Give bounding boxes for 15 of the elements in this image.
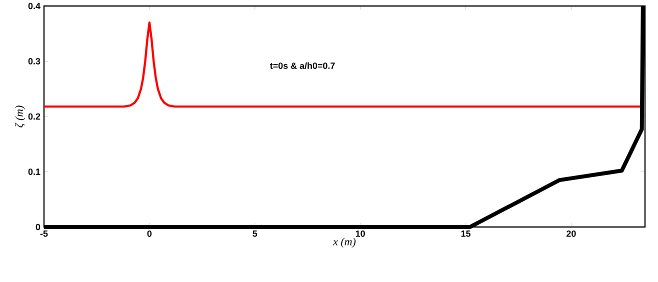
y-axis-title: ζ (m) bbox=[15, 106, 26, 128]
x-tick-label: 0 bbox=[147, 230, 152, 237]
x-tick-label: 5 bbox=[252, 230, 258, 237]
line-series bbox=[42, 21, 642, 108]
x-tick-label: 10 bbox=[356, 230, 365, 237]
annotation: t=0s & a/h0=0.7 bbox=[270, 62, 335, 69]
y-tick-label: 0.2 bbox=[28, 113, 40, 120]
x-tick-label: 20 bbox=[566, 230, 576, 237]
y-tick-label: 0.4 bbox=[28, 2, 40, 10]
x-tick-label: 15 bbox=[461, 230, 470, 237]
y-tick-label: 0.1 bbox=[28, 168, 40, 175]
x-axis-title: x (m) bbox=[332, 238, 356, 248]
y-tick-label: 0.3 bbox=[28, 58, 40, 64]
x-tick-label: -5 bbox=[40, 230, 48, 237]
y-tick-label: 0 bbox=[36, 224, 40, 230]
